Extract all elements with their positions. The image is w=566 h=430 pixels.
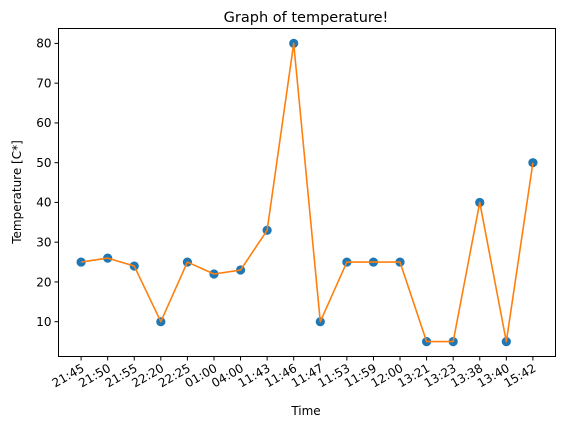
y-tick-label: 70 — [36, 76, 51, 90]
y-tick-label: 20 — [36, 275, 51, 289]
series-line — [80, 42, 534, 343]
y-tick-label: 80 — [36, 37, 51, 51]
chart-title: Graph of temperature! — [224, 10, 389, 26]
y-tick-label: 50 — [36, 156, 51, 170]
axes-frame — [58, 28, 556, 357]
y-tick-label: 60 — [36, 116, 51, 130]
y-tick-label: 40 — [36, 196, 51, 210]
y-tick-label: 10 — [36, 315, 51, 329]
y-axis-label: Temperature [C*] — [10, 140, 24, 245]
x-axis-label: Time — [290, 404, 320, 418]
y-tick-label: 30 — [36, 235, 51, 249]
